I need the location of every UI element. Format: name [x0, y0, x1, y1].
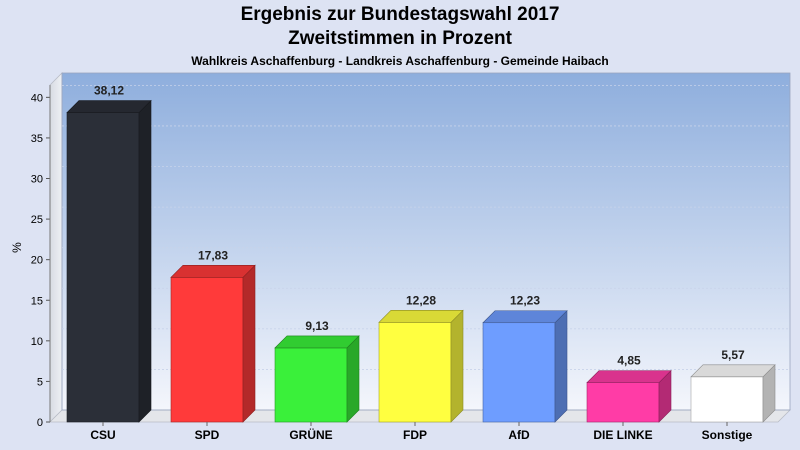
bar-top — [274, 335, 360, 349]
bar-front — [482, 322, 556, 423]
y-tick-label: 20 — [31, 255, 43, 267]
bar-sonstige — [690, 364, 776, 423]
bar-front — [66, 112, 140, 423]
chart-subtitle: Zweitstimmen in Prozent — [288, 28, 512, 49]
bar-top — [690, 364, 776, 378]
bar-top — [378, 310, 464, 323]
bar-top — [586, 370, 672, 383]
y-tick-label: 15 — [31, 295, 43, 307]
bar-side — [554, 310, 568, 423]
bar-value-label: 4,85 — [617, 354, 641, 368]
bar-value-label: 38,12 — [94, 84, 124, 98]
x-tick-label: FDP — [403, 428, 427, 442]
bar-front — [274, 347, 348, 423]
bar-top — [482, 310, 568, 324]
y-tick-label: 40 — [31, 92, 43, 104]
y-tick-label: 10 — [31, 336, 43, 348]
bar-front — [586, 382, 660, 423]
x-tick-label: SPD — [195, 428, 220, 442]
x-tick-label: AfD — [508, 428, 530, 442]
y-axis-label: % — [10, 242, 24, 253]
y-tick-label: 35 — [31, 133, 43, 145]
chart-caption: Wahlkreis Aschaffenburg - Landkreis Asch… — [191, 54, 609, 68]
y-tick-label: 25 — [31, 214, 43, 226]
bar-grüne — [274, 335, 360, 423]
bar-top — [170, 264, 256, 278]
bar-fdp — [378, 309, 464, 423]
left-wall — [49, 72, 63, 423]
x-tick-label: DIE LINKE — [593, 428, 652, 442]
bar-csu — [66, 99, 152, 423]
x-tick-label: Sonstige — [702, 428, 753, 442]
bar-die-linke — [586, 369, 672, 423]
bar-top — [66, 100, 152, 113]
bar-value-label: 17,83 — [198, 248, 228, 262]
y-tick-label: 0 — [37, 417, 43, 429]
bar-value-label: 9,13 — [305, 319, 329, 333]
bar-front — [378, 322, 452, 423]
y-tick-label: 5 — [37, 376, 43, 388]
bar-value-label: 5,57 — [721, 348, 745, 362]
y-tick-label: 30 — [31, 174, 43, 186]
bar-value-label: 12,23 — [510, 294, 540, 308]
bar-front — [690, 376, 764, 423]
bar-spd — [170, 264, 256, 423]
bar-side — [242, 264, 256, 423]
bar-side — [450, 309, 464, 423]
bar-side — [138, 99, 152, 423]
bar-afd — [482, 310, 568, 423]
bar-front — [170, 276, 244, 423]
bar-side — [346, 335, 360, 423]
bar-value-label: 12,28 — [406, 293, 436, 307]
x-tick-label: CSU — [90, 428, 115, 442]
chart-title: Ergebnis zur Bundestagswahl 2017 — [240, 4, 560, 25]
x-tick-label: GRÜNE — [289, 427, 332, 442]
